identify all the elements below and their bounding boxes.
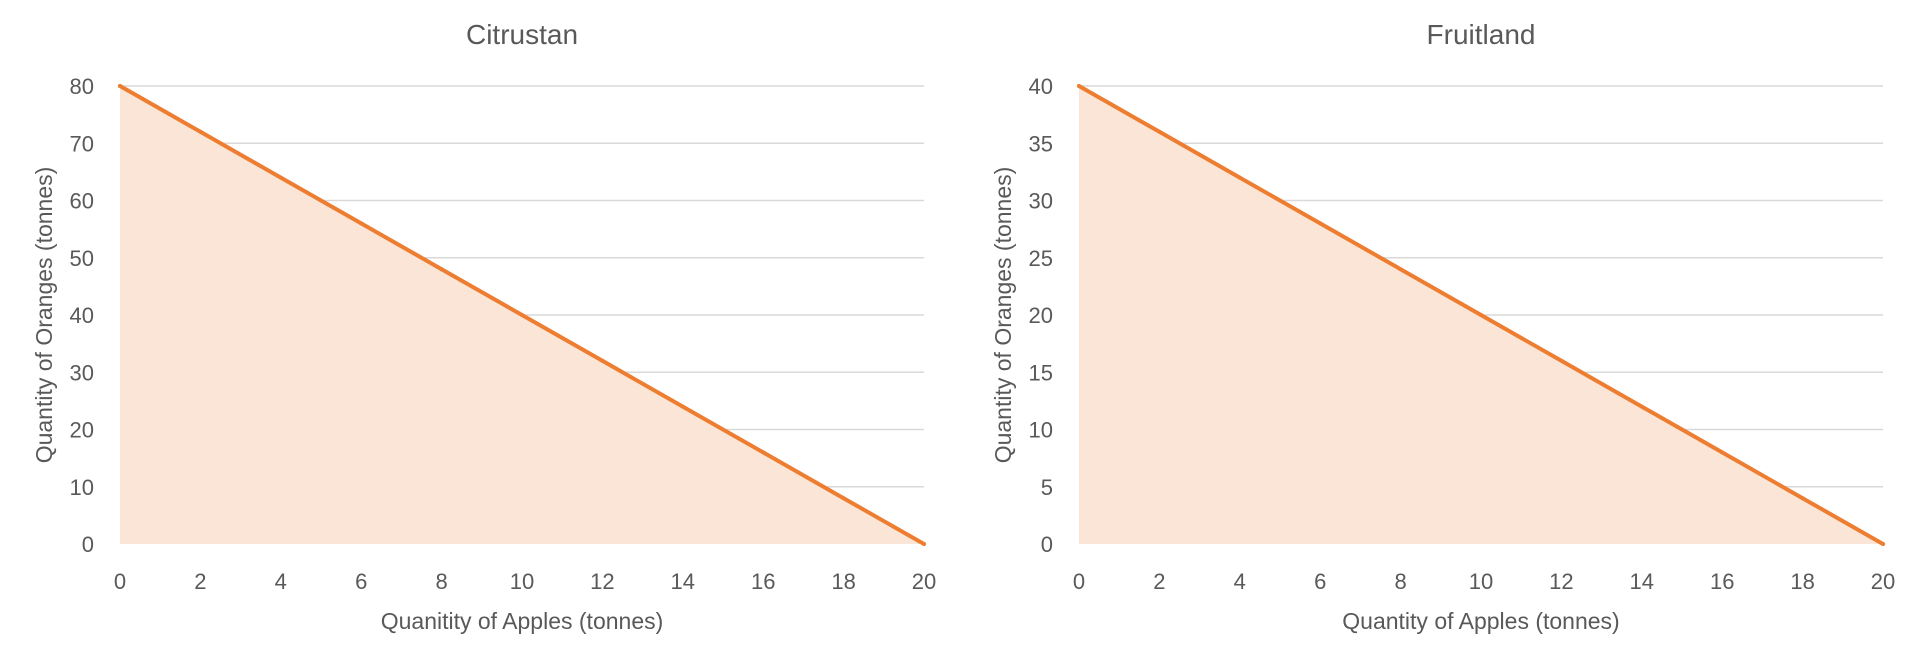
y-tick-label: 70 (70, 131, 94, 156)
data-point (278, 175, 283, 180)
x-tick-label: 8 (435, 569, 447, 594)
x-tick-label: 10 (510, 569, 534, 594)
y-tick-label: 10 (1029, 418, 1053, 443)
data-point (118, 84, 122, 88)
x-tick-label: 4 (1234, 569, 1246, 594)
data-point (1077, 84, 1081, 88)
y-tick-label: 20 (1029, 303, 1053, 328)
chart-fruitland: Fruitland 0 5 10 15 20 25 30 35 40 0 2 4 6 8 10 12 14 16 18… (990, 19, 1895, 634)
y-tick-label: 60 (70, 189, 94, 214)
x-tick-label: 0 (1073, 569, 1085, 594)
data-point (1157, 129, 1162, 134)
x-axis-label: Quantity of Apples (tonnes) (1342, 608, 1619, 634)
data-point (1720, 450, 1725, 455)
x-tick-label: 6 (1314, 569, 1326, 594)
data-point (359, 221, 364, 226)
y-tick-label: 30 (1029, 189, 1053, 214)
x-tick-label: 16 (751, 569, 775, 594)
data-point (1237, 175, 1242, 180)
y-axis-label: Quantity of Oranges (tonnes) (990, 167, 1016, 464)
data-point (439, 267, 444, 272)
y-tick-label: 25 (1029, 246, 1053, 271)
data-point (761, 450, 766, 455)
data-point (841, 496, 846, 501)
x-tick-label: 20 (1871, 569, 1895, 594)
x-tick-label: 12 (590, 569, 614, 594)
x-axis-label: Quanitity of Apples (tonnes) (381, 608, 664, 634)
data-point (600, 358, 605, 363)
y-tick-label: 40 (1029, 74, 1053, 99)
y-tick-label: 50 (70, 246, 94, 271)
data-point (1800, 496, 1805, 501)
x-tick-label: 20 (912, 569, 936, 594)
data-point (680, 404, 685, 409)
y-tick-label: 20 (70, 418, 94, 443)
data-point (1479, 313, 1483, 317)
data-point (198, 129, 203, 134)
y-tick-label: 5 (1041, 475, 1053, 500)
x-tick-label: 18 (1790, 569, 1814, 594)
y-tick-label: 80 (70, 74, 94, 99)
y-tick-label: 15 (1029, 360, 1053, 385)
x-tick-label: 2 (194, 569, 206, 594)
data-point (1639, 404, 1644, 409)
y-axis-label: Quantity of Oranges (tonnes) (31, 167, 57, 464)
x-tick-label: 8 (1394, 569, 1406, 594)
x-tick-label: 2 (1153, 569, 1165, 594)
data-point (922, 542, 926, 546)
x-tick-label: 14 (1630, 569, 1654, 594)
data-point (1398, 267, 1403, 272)
x-tick-label: 0 (114, 569, 126, 594)
x-tick-label: 12 (1549, 569, 1573, 594)
chart-panel-citrustan: Citrustan 0 10 20 30 40 50 60 70 80 0 2 4 6 8 10 12 14 16 1… (31, 19, 936, 634)
x-tick-label: 10 (1469, 569, 1493, 594)
y-tick-label: 10 (70, 475, 94, 500)
chart-citrustan: Citrustan 0 10 20 30 40 50 60 70 80 0 2 4 6 8 10 12 14 16 1… (31, 19, 936, 634)
y-tick-label: 40 (70, 303, 94, 328)
data-point (1318, 221, 1323, 226)
chart-title: Citrustan (466, 19, 578, 50)
data-point (1881, 542, 1885, 546)
y-tick-label: 0 (1041, 532, 1053, 557)
y-tick-label: 0 (82, 532, 94, 557)
x-tick-label: 16 (1710, 569, 1734, 594)
chart-panel-fruitland: Fruitland 0 5 10 15 20 25 30 35 40 0 2 4 6 8 10 12 14 16 18… (959, 0, 1918, 660)
data-point (520, 313, 524, 317)
data-point (1559, 358, 1564, 363)
y-tick-label: 35 (1029, 131, 1053, 156)
x-tick-label: 4 (275, 569, 287, 594)
x-tick-label: 14 (671, 569, 695, 594)
x-tick-label: 6 (355, 569, 367, 594)
y-tick-label: 30 (70, 360, 94, 385)
chart-title: Fruitland (1427, 19, 1536, 50)
x-tick-label: 18 (831, 569, 855, 594)
